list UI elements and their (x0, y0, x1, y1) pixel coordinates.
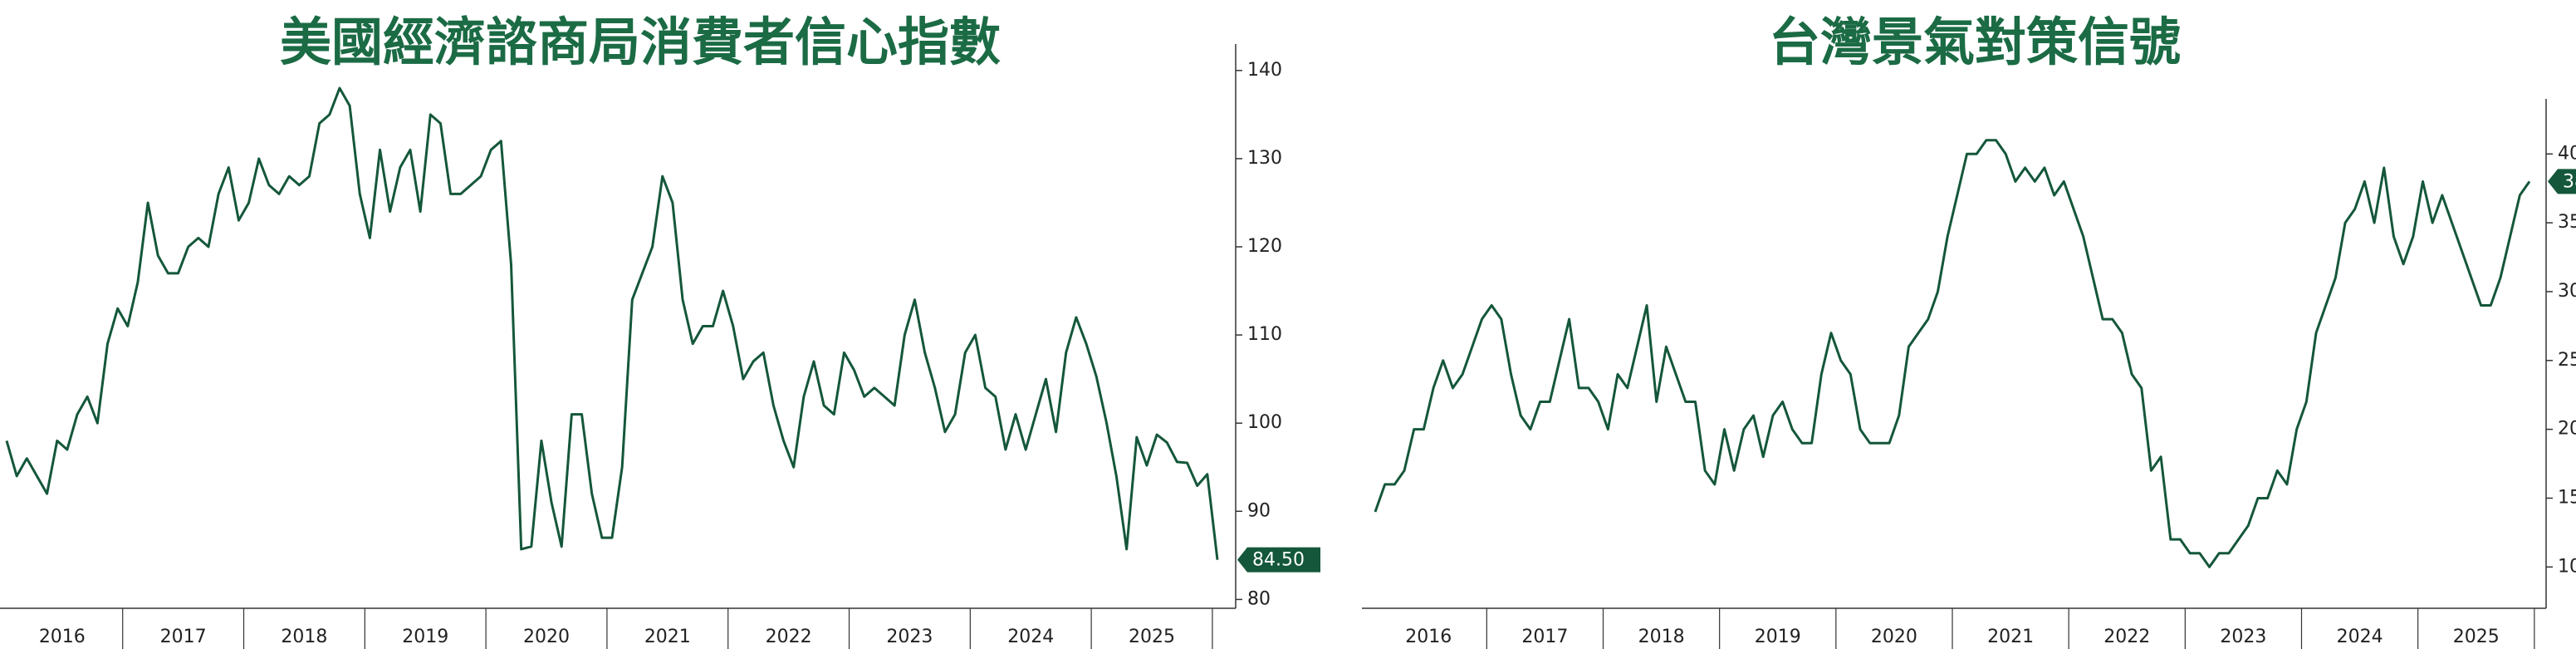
y-tick-label: 80 (1247, 588, 1271, 609)
chart-title: 美國經濟諮商局消費者信心指數 (280, 12, 1001, 72)
y-tick-label: 120 (1247, 236, 1282, 257)
data-line (1374, 139, 2531, 568)
x-tick-label: 2021 (1987, 627, 2034, 647)
y-tick-label: 25 (2558, 350, 2576, 371)
x-tick-label: 2019 (1755, 627, 1801, 647)
x-tick-label: 2020 (523, 627, 570, 647)
y-tick-label: 15 (2558, 487, 2576, 508)
y-tick-label: 110 (1247, 324, 1282, 345)
x-tick-label: 2021 (644, 627, 691, 647)
x-tick-label: 2020 (1871, 627, 1917, 647)
y-tick-label: 100 (1247, 412, 1282, 433)
last-value-label: 38 (2563, 171, 2576, 192)
x-tick-label: 2022 (766, 627, 812, 647)
y-tick-label: 40 (2558, 143, 2576, 164)
last-value-badge (1237, 547, 1320, 573)
y-tick-label: 140 (1247, 60, 1282, 81)
x-tick-label: 2024 (1007, 627, 1054, 647)
last-value-label: 84.50 (1252, 550, 1305, 571)
y-tick-label: 20 (2558, 419, 2576, 440)
y-tick-label: 130 (1247, 148, 1282, 169)
x-tick-label: 2017 (1521, 627, 1568, 647)
y-tick-label: 30 (2558, 281, 2576, 302)
y-tick-label: 35 (2558, 212, 2576, 233)
x-tick-label: 2019 (402, 627, 448, 647)
x-tick-label: 2022 (2103, 627, 2150, 647)
x-tick-label: 2025 (1129, 627, 1175, 647)
y-tick-label: 10 (2558, 556, 2576, 577)
x-tick-label: 2016 (1405, 627, 1452, 647)
x-tick-label: 2024 (2337, 627, 2383, 647)
x-tick-label: 2023 (2220, 627, 2266, 647)
x-tick-label: 2018 (1638, 627, 1685, 647)
x-tick-label: 2017 (160, 627, 207, 647)
x-tick-label: 2018 (281, 627, 327, 647)
chart-title: 台灣景氣對策信號 (1769, 12, 2181, 72)
data-line (5, 86, 1219, 560)
x-tick-label: 2025 (2453, 627, 2500, 647)
y-tick-label: 90 (1247, 500, 1271, 521)
x-tick-label: 2016 (39, 627, 86, 647)
last-value-badge (2548, 169, 2576, 194)
x-tick-label: 2023 (886, 627, 933, 647)
